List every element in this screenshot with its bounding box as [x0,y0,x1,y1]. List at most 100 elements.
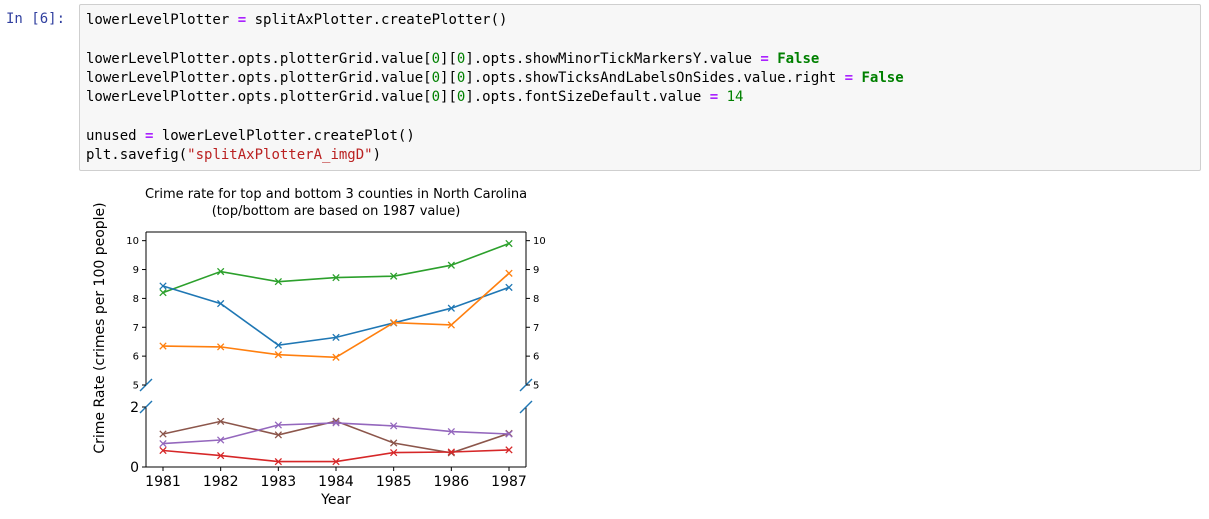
series-marker-1 [217,267,225,276]
code-token: ].opts.showMinorTickMarkersY.value [465,50,761,67]
series-marker-3 [390,318,398,327]
series-marker-5 [332,419,340,427]
code-token: ][ [440,89,457,106]
series-marker-1 [447,261,455,269]
code-token: = [237,12,247,28]
code-token: 0 [431,50,441,67]
code-token: = [760,50,769,67]
series-marker-3 [505,269,513,277]
upper-y-tick-label: 10 [126,236,139,247]
code-editor[interactable]: lowerLevelPlotter = splitAxPlotter.creat… [86,11,904,165]
code-token: ].opts.showTicksAndLabelsOnSides.value.r… [465,69,845,86]
series-line-5 [162,422,510,445]
series-marker-1 [159,288,167,297]
x-tick-label: 1987 [491,474,527,490]
x-tick-label: 1981 [145,474,181,490]
series-marker-1 [390,272,398,280]
split-axis-line-chart: Crime rate for top and bottom 3 counties… [92,187,546,508]
upper-right-y-tick-label: 10 [533,236,546,247]
series-marker-2 [332,333,340,342]
upper-y-tick-label: 9 [133,265,139,276]
code-line[interactable]: lowerLevelPlotter = splitAxPlotter.creat… [86,11,904,30]
x-tick-label: 1983 [261,474,297,490]
axis-break-marker [519,400,533,414]
lower-y-tick-label: 2 [130,400,139,416]
series-marker-2 [505,283,513,292]
series-marker-2 [447,304,455,312]
series-marker-3 [159,342,167,350]
series-marker-3 [447,321,455,329]
series-marker-6 [159,446,167,455]
upper-right-y-tick-label: 5 [533,381,539,392]
series-line-4 [162,420,510,454]
y-axis-label: Crime Rate (crimes per 100 people) [92,202,108,453]
code-cell-input[interactable]: lowerLevelPlotter = splitAxPlotter.creat… [79,4,1201,171]
code-token: splitAxPlotter.createPlotter() [246,12,508,28]
series-marker-4 [390,439,398,447]
series-line-6 [162,449,510,463]
code-token: 0 [456,69,466,86]
chart-subtitle: (top/bottom are based on 1987 value) [212,204,461,219]
code-line[interactable]: lowerLevelPlotter.opts.plotterGrid.value… [86,69,904,88]
x-tick-label: 1984 [318,474,354,490]
series-marker-6 [217,451,225,460]
code-line[interactable]: lowerLevelPlotter.opts.plotterGrid.value… [86,88,904,107]
series-line-2 [162,285,510,346]
code-token [718,89,726,105]
series-marker-5 [447,427,455,436]
series-marker-2 [217,299,225,308]
plot-area: 5 5 6 6 7 7 8 8 9 9 10 10 0 2 1981 1982 1983 1984 1985 1986… [126,231,546,490]
code-token: lowerLevelPlotter.opts.plotterGrid.value… [86,50,432,67]
lower-y-tick-label: 0 [130,460,139,476]
code-token: lowerLevelPlotter.opts.plotterGrid.value… [86,69,432,86]
code-token: ][ [440,69,457,86]
code-token: lowerLevelPlotter [86,12,238,28]
code-token: False [861,69,904,86]
x-tick-label: 1985 [376,474,412,490]
series-marker-2 [159,282,167,290]
series-marker-6 [274,457,282,466]
upper-right-y-tick-label: 7 [533,323,539,334]
upper-y-tick-label: 6 [133,352,139,363]
upper-right-y-tick-label: 9 [533,265,539,276]
series-marker-1 [332,273,340,282]
series-marker-3 [274,351,282,359]
code-token: 0 [456,89,466,106]
series-marker-2 [274,341,282,349]
series-marker-6 [390,448,398,457]
code-line[interactable] [86,107,904,126]
series-marker-6 [447,448,455,456]
x-tick-label: 1986 [434,474,470,490]
chart-title: Crime rate for top and bottom 3 counties… [145,187,527,202]
series-marker-5 [159,439,167,448]
code-line[interactable] [86,30,904,49]
x-axis-label: Year [320,492,351,508]
series-marker-5 [274,421,282,429]
series-marker-4 [274,431,282,439]
series-marker-1 [505,239,513,248]
code-token: ].opts.fontSizeDefault.value [465,89,710,106]
series-marker-4 [217,417,225,426]
upper-y-tick-label: 5 [133,381,139,392]
code-line[interactable]: lowerLevelPlotter.opts.plotterGrid.value… [86,50,904,69]
series-line-1 [162,242,510,294]
series-marker-3 [217,343,225,351]
code-token [769,51,777,67]
upper-right-y-tick-label: 6 [533,352,539,363]
series-marker-5 [390,422,398,430]
code-line[interactable]: unused = lowerLevelPlotter.createPlot() [86,127,904,146]
cell-output: Crime rate for top and bottom 3 counties… [82,178,552,512]
code-token: lowerLevelPlotter.opts.plotterGrid.value… [86,89,432,106]
code-token: "splitAxPlotterA_imgD" [187,147,373,164]
code-token: = [844,69,854,86]
code-token: = [709,89,719,106]
series-marker-5 [217,436,225,444]
code-token: unused [86,127,146,144]
code-token: 0 [431,89,441,106]
series-marker-6 [332,457,340,466]
code-token: 0 [431,69,441,86]
code-line[interactable]: plt.savefig("splitAxPlotterA_imgD") [86,146,904,165]
upper-y-tick-label: 7 [133,323,139,334]
series-marker-3 [332,353,340,361]
upper-y-tick-label: 8 [133,294,139,305]
